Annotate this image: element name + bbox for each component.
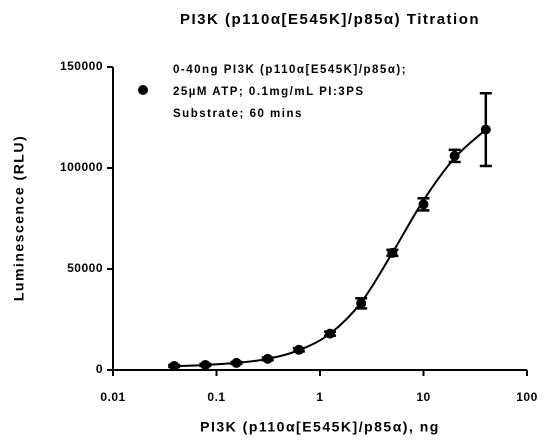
x-tick-label: 1 [316,390,323,404]
legend-line: 0-40ng PI3K (p110α[E545K]/p85α); [173,64,407,76]
data-point [480,124,491,135]
data-point [231,357,242,368]
x-tick-label: 0.1 [207,390,225,404]
y-tick-label: 150000 [60,59,103,73]
data-point [325,328,336,339]
chart-title: PI3K (p110α[E545K]/p85α) Titration [180,11,480,28]
data-point [293,344,304,355]
legend-label: 0-40ng PI3K (p110α[E545K]/p85α); 25µM ATP… [173,64,407,120]
legend-line: 25µM ATP; 0.1mg/mL PI:3PS [173,86,365,98]
x-axis-label: PI3K (p110α[E545K]/p85α), ng [200,419,440,435]
y-tick-label: 0 [96,362,103,376]
data-point [418,199,429,210]
data-point [356,298,367,309]
data-point [387,247,398,258]
legend-marker [138,85,148,95]
data-point [169,360,180,371]
y-tick-label: 100000 [60,160,103,174]
legend-line: Substrate; 60 mins [173,108,303,120]
x-tick-label: 10 [416,390,430,404]
y-tick-label: 50000 [67,261,103,275]
x-tick-label: 100 [516,390,538,404]
data-point [262,353,273,364]
data-point [449,150,460,161]
y-axis-label: Luminescence (RLU) [11,135,27,301]
data-point [200,359,211,370]
x-tick-label: 0.01 [100,390,125,404]
